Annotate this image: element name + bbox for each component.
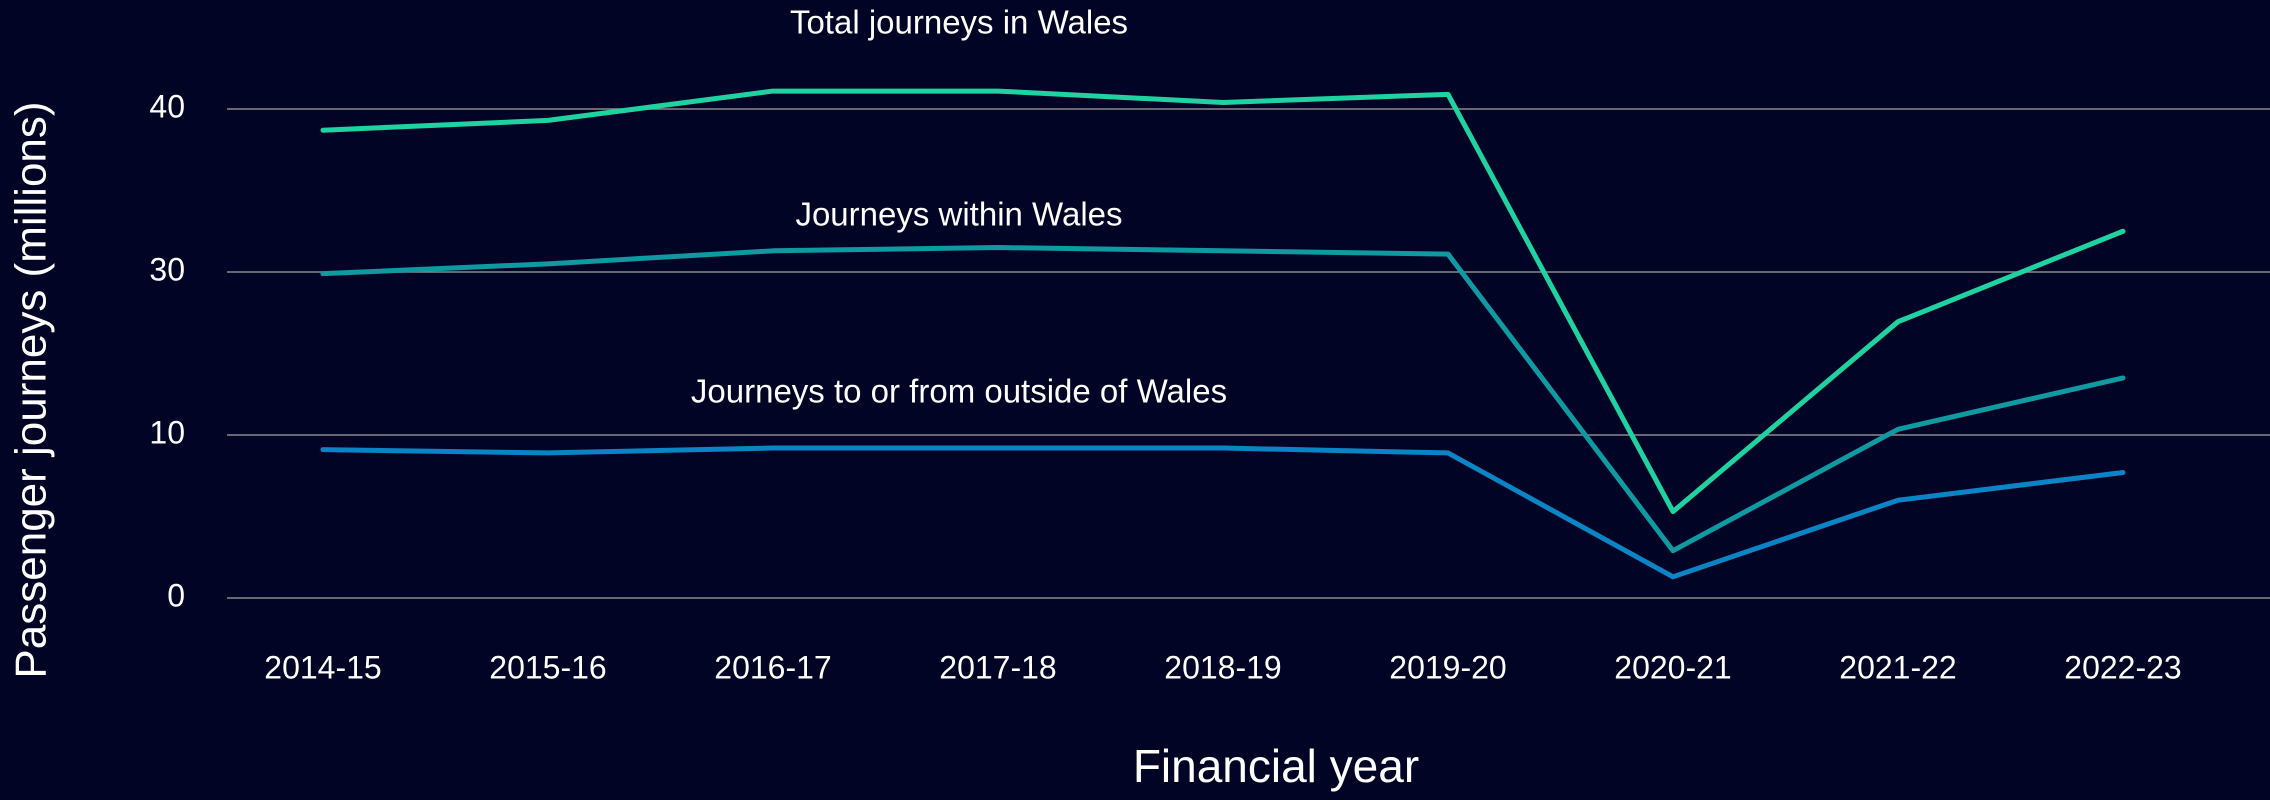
y-tick-label: 30	[149, 251, 185, 287]
x-tick-label: 2014-15	[264, 649, 381, 685]
x-tick-label: 2021-22	[1839, 649, 1956, 685]
data-line	[320, 88, 2126, 515]
x-tick-label: 2020-21	[1614, 649, 1731, 685]
x-tick-label: 2022-23	[2064, 649, 2181, 685]
data-line	[320, 445, 2126, 580]
y-tick-label: 0	[167, 577, 185, 613]
x-tick-label: 2015-16	[489, 649, 606, 685]
y-axis-title: Passenger journeys (millions)	[7, 101, 56, 678]
x-tick-label: 2017-18	[939, 649, 1056, 685]
x-tick-label: 2018-19	[1164, 649, 1281, 685]
annotation: Journeys within Wales	[795, 196, 1122, 233]
annotation: Journeys to or from outside of Wales	[691, 373, 1227, 410]
data-line	[320, 245, 2126, 554]
y-tick-label: 10	[149, 414, 185, 450]
x-tick-label: 2019-20	[1389, 649, 1506, 685]
x-axis-title: Financial year	[1133, 740, 1419, 792]
annotation: Total journeys in Wales	[790, 4, 1128, 41]
x-tick-label: 2016-17	[714, 649, 831, 685]
y-tick-label: 40	[149, 88, 185, 124]
